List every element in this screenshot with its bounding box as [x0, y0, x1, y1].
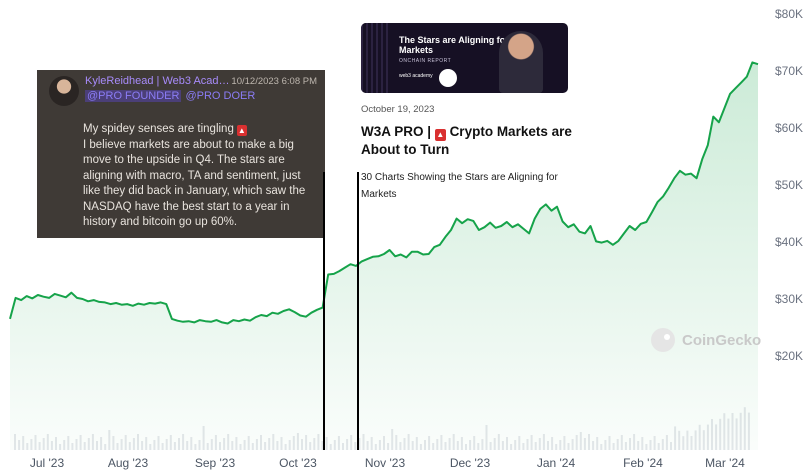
x-tick-label: Aug '23	[108, 456, 149, 470]
x-tick-label: Sep '23	[195, 456, 236, 470]
mention-pro-founder[interactable]: @PRO FOUNDER	[85, 90, 182, 102]
web3-academy-logo: web3 academy	[399, 73, 433, 79]
article-description: 30 Charts Showing the Stars are Aligning…	[361, 172, 558, 200]
title-prefix: W3A PRO |	[361, 124, 432, 139]
tweet-body: My spidey senses are tingling ▲ I believe…	[83, 122, 319, 231]
chart-badge-icon	[439, 69, 457, 87]
presenter-photo	[499, 31, 543, 93]
avatar	[49, 76, 79, 106]
coingecko-watermark: CoinGecko	[651, 328, 761, 352]
price-area	[10, 62, 758, 451]
y-tick-label: $40K	[775, 235, 803, 249]
y-tick-label: $20K	[775, 349, 803, 363]
flag-icon: ▲	[236, 125, 247, 136]
article-date-marker	[357, 172, 359, 450]
thumb-title: The Stars are Aligning for Markets	[399, 35, 509, 55]
tweet-handles: @PRO FOUNDER @PRO DOER	[85, 90, 255, 102]
mention-pro-doer[interactable]: @PRO DOER	[185, 90, 256, 102]
tweet-card: KyleReidhead | Web3 Acad… 10/12/2023 6:0…	[37, 70, 325, 238]
x-tick-label: Feb '24	[623, 456, 663, 470]
x-tick-label: Mar '24	[705, 456, 745, 470]
x-tick-label: Oct '23	[279, 456, 317, 470]
title-suffix: Crypto Markets are About to Turn	[361, 124, 572, 157]
y-tick-label: $60K	[775, 121, 803, 135]
watermark-text: CoinGecko	[682, 332, 761, 349]
chart-decoration	[361, 23, 391, 93]
y-tick-label: $50K	[775, 178, 803, 192]
y-tick-label: $70K	[775, 64, 803, 78]
tweet-timestamp: 10/12/2023 6:08 PM	[231, 76, 317, 87]
thumb-subtitle: ONCHAIN REPORT	[399, 58, 452, 64]
price-line	[9, 61, 759, 325]
x-tick-label: Jan '24	[537, 456, 576, 470]
y-tick-label: $30K	[775, 292, 803, 306]
tweet-line-2: I believe markets are about to make a bi…	[83, 138, 306, 229]
coingecko-logo-icon	[651, 328, 675, 352]
article-title[interactable]: W3A PRO | ▲ Crypto Markets are About to …	[361, 123, 576, 159]
article-date: October 19, 2023	[361, 104, 435, 115]
x-tick-label: Dec '23	[450, 456, 491, 470]
x-tick-label: Nov '23	[365, 456, 406, 470]
tweet-line-1: My spidey senses are tingling	[83, 123, 234, 135]
x-tick-label: Jul '23	[30, 456, 65, 470]
y-tick-label: $80K	[775, 7, 803, 21]
flag-icon: ▲	[434, 129, 446, 141]
article-thumbnail[interactable]: The Stars are Aligning for Markets ONCHA…	[361, 23, 568, 93]
tweet-date-marker	[323, 172, 325, 450]
article-card[interactable]: October 19, 2023 W3A PRO | ▲ Crypto Mark…	[361, 104, 576, 203]
tweet-author: KyleReidhead | Web3 Acad…	[85, 75, 230, 87]
